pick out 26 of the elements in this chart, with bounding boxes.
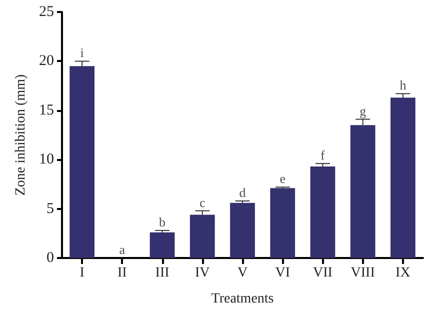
annotation: g [360, 103, 367, 118]
y-axis-title: Zone inhibition (mm) [14, 74, 28, 196]
x-tick-label: VI [275, 266, 290, 280]
x-tick-label: V [237, 266, 248, 280]
y-tick-label: 15 [39, 102, 54, 118]
annotation: e [280, 171, 286, 186]
x-tick-label: VII [313, 266, 333, 280]
x-tick-label: VIII [350, 266, 376, 280]
x-tick-label: III [155, 266, 170, 280]
x-tick-label: II [118, 266, 128, 280]
annotation: i [80, 45, 84, 60]
annotation: h [400, 78, 407, 93]
y-tick-label: 25 [39, 4, 54, 20]
y-tick-label: 20 [39, 53, 54, 70]
x-axis-title: Treatments [211, 292, 274, 306]
y-tick-label: 10 [39, 152, 54, 168]
annotation: f [320, 148, 326, 163]
annotation: d [239, 184, 246, 200]
x-tick-label: IX [396, 266, 410, 280]
annotation: b [159, 214, 166, 230]
annotation: c [200, 194, 206, 210]
annotation: a [119, 242, 126, 257]
y-tick-label: 5 [46, 200, 54, 217]
x-tick-label: IV [195, 266, 210, 280]
x-tick-label: I [80, 266, 85, 280]
y-tick-label: 0 [46, 250, 54, 266]
